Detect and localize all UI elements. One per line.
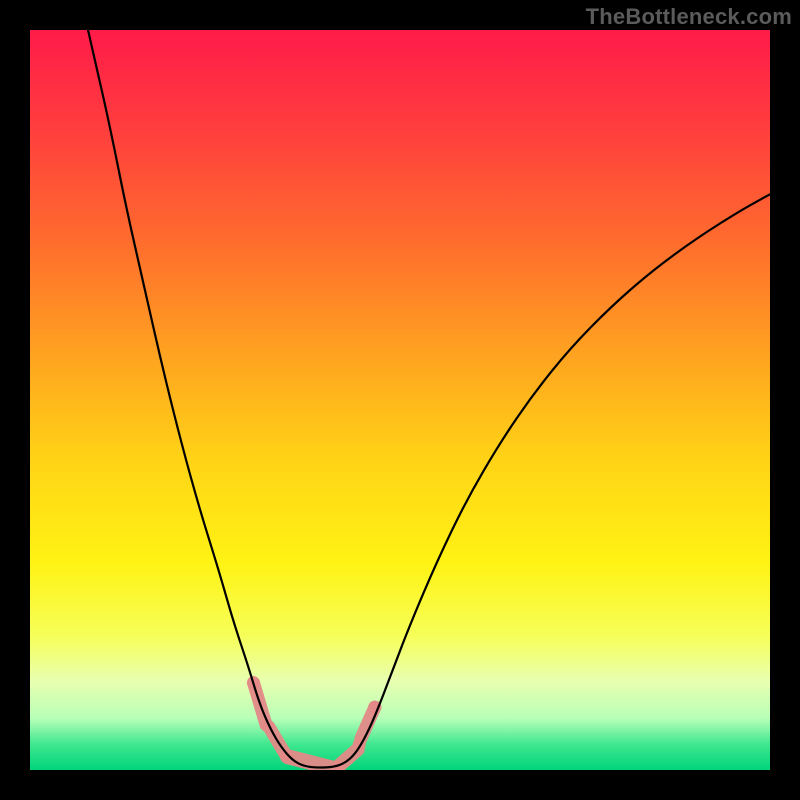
watermark-text: TheBottleneck.com <box>586 4 792 30</box>
chart-svg <box>30 30 770 770</box>
chart-frame: TheBottleneck.com <box>0 0 800 800</box>
marker-dot <box>280 749 293 762</box>
plot-area <box>30 30 770 770</box>
chart-background <box>30 30 770 770</box>
